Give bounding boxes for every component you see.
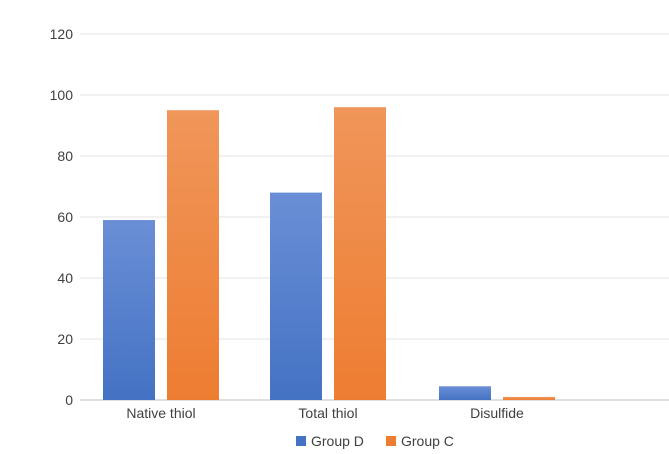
bars: [103, 107, 555, 400]
y-tick-label: 40: [57, 270, 73, 286]
bar-group-d-native-thiol: [103, 220, 155, 400]
legend-label: Group D: [311, 433, 364, 449]
bar-group-c-disulfide: [503, 396, 555, 400]
x-category-label: Total thiol: [298, 405, 357, 421]
bar-group-c-native-thiol: [167, 110, 219, 400]
y-tick-label: 80: [57, 148, 73, 164]
legend-swatch: [296, 436, 306, 446]
bar-group-d-disulfide: [439, 386, 491, 400]
y-tick-label: 60: [57, 209, 73, 225]
legend-label: Group C: [401, 433, 454, 449]
y-axis-ticks: 0 20 40 60 80 100 120: [50, 26, 74, 408]
y-tick-label: 120: [50, 26, 74, 42]
x-category-label: Native thiol: [126, 405, 195, 421]
x-axis-labels: Native thiol Total thiol Disulfide: [126, 405, 524, 421]
bar-group-c-total-thiol: [334, 107, 386, 400]
legend-swatch: [386, 436, 396, 446]
y-tick-label: 20: [57, 331, 73, 347]
legend: Group D Group C: [296, 433, 454, 449]
bar-group-d-total-thiol: [270, 192, 322, 400]
y-tick-label: 100: [50, 87, 74, 103]
y-tick-label: 0: [65, 392, 73, 408]
x-category-label: Disulfide: [470, 405, 524, 421]
